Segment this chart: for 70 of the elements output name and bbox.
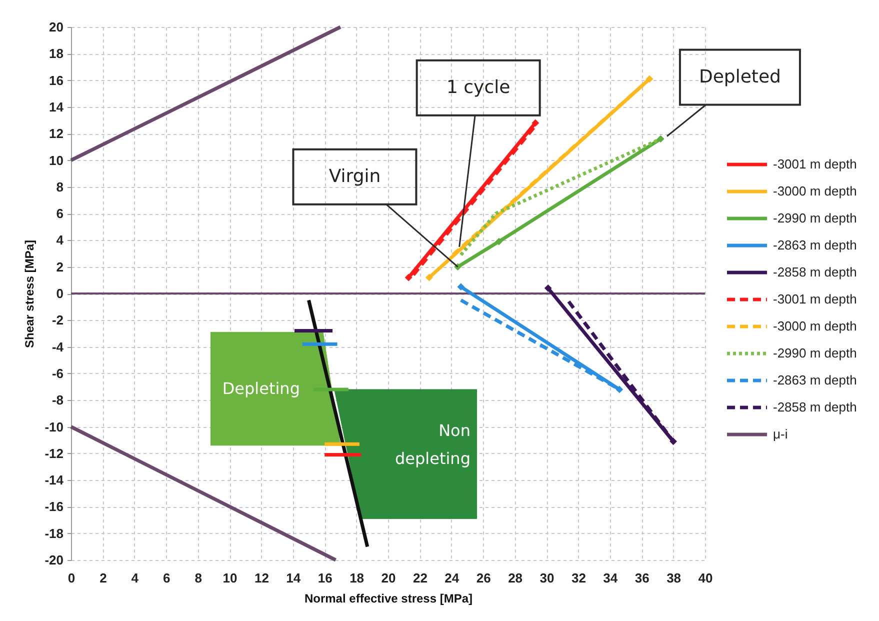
point bbox=[656, 135, 664, 143]
x-tick-label: 28 bbox=[508, 570, 523, 586]
annotation: Depleted bbox=[698, 66, 781, 88]
annotation: Virgin bbox=[328, 166, 381, 187]
x-tick-label: 12 bbox=[254, 570, 269, 586]
point bbox=[426, 274, 433, 282]
annotation: 1 cycle bbox=[446, 76, 510, 98]
legend-label: -2863 m depth bbox=[773, 372, 857, 388]
legend-label: -2858 m depth bbox=[773, 264, 857, 280]
y-tick-label: -4 bbox=[52, 339, 64, 354]
x-tick-label: 20 bbox=[381, 570, 396, 586]
series-label: Depleting bbox=[222, 378, 300, 398]
x-tick-label: 40 bbox=[698, 570, 713, 586]
legend-label: -3000 m depth bbox=[773, 184, 857, 198]
point bbox=[457, 283, 465, 291]
x-tick-label: 32 bbox=[571, 570, 586, 586]
y-tick-label: 2 bbox=[56, 259, 64, 274]
y-tick-label: -8 bbox=[52, 392, 64, 408]
x-tick-label: 34 bbox=[603, 570, 618, 586]
y-tick-label: -16 bbox=[44, 499, 64, 514]
x-tick-label: 0 bbox=[68, 570, 76, 586]
x-tick-label: 10 bbox=[222, 570, 238, 586]
x-tick-label: 8 bbox=[194, 570, 202, 586]
legend-label: -2990 m depth bbox=[773, 346, 857, 360]
y-tick-label: -2 bbox=[52, 312, 64, 328]
x-tick-label: 16 bbox=[318, 570, 332, 586]
y-tick-label: 16 bbox=[49, 72, 64, 88]
x-axis-title: Normal effective stress [MPa] bbox=[304, 592, 473, 606]
legend-label: -2858 m depth bbox=[773, 400, 857, 414]
y-tick-label: 0 bbox=[56, 286, 64, 301]
x-tick-label: 36 bbox=[634, 570, 650, 586]
x-tick-label: 30 bbox=[540, 570, 554, 586]
legend-label: -3001 m depth bbox=[773, 156, 857, 172]
x-tick-label: 38 bbox=[666, 570, 682, 586]
y-tick-label: 20 bbox=[49, 20, 64, 34]
y-tick-label: -10 bbox=[44, 419, 64, 434]
y-tick-label: 14 bbox=[49, 99, 64, 114]
legend-label: -3001 m depth bbox=[773, 292, 857, 306]
point bbox=[670, 438, 678, 446]
point bbox=[495, 238, 503, 246]
y-tick-label: 4 bbox=[56, 232, 64, 248]
y-tick-label: -20 bbox=[44, 552, 64, 568]
y-tick-label: 12 bbox=[49, 126, 64, 142]
x-tick-label: 2 bbox=[100, 570, 107, 586]
x-tick-label: 6 bbox=[162, 570, 170, 586]
legend-label: -2990 m depth bbox=[773, 210, 857, 226]
x-tick-label: 22 bbox=[412, 570, 428, 586]
y-tick-label: 8 bbox=[56, 179, 64, 194]
series-label: Non depleting bbox=[395, 420, 470, 468]
y-tick-label: -12 bbox=[44, 446, 64, 461]
point bbox=[532, 119, 540, 127]
y-tick-label: -18 bbox=[44, 526, 64, 541]
y-tick-label: 6 bbox=[56, 206, 64, 222]
y-tick-label: -6 bbox=[52, 366, 64, 381]
x-tick-label: 26 bbox=[476, 570, 491, 586]
y-tick-label: -14 bbox=[44, 472, 64, 488]
point bbox=[544, 284, 552, 292]
y-tick-label: 10 bbox=[49, 152, 64, 168]
legend-label: μ-i bbox=[773, 426, 788, 442]
x-tick-label: 24 bbox=[444, 570, 460, 586]
x-tick-label: 4 bbox=[131, 570, 140, 586]
legend-label: -2863 m depth bbox=[773, 238, 857, 252]
y-axis-title: Shear stress [MPa] bbox=[22, 240, 37, 348]
point bbox=[404, 274, 412, 282]
y-tick-label: 18 bbox=[49, 46, 64, 62]
point bbox=[646, 75, 654, 83]
point bbox=[616, 386, 624, 394]
x-tick-label: 18 bbox=[350, 570, 364, 586]
x-tick-label: 14 bbox=[286, 570, 302, 586]
legend-label: -3000 m depth bbox=[773, 318, 857, 334]
